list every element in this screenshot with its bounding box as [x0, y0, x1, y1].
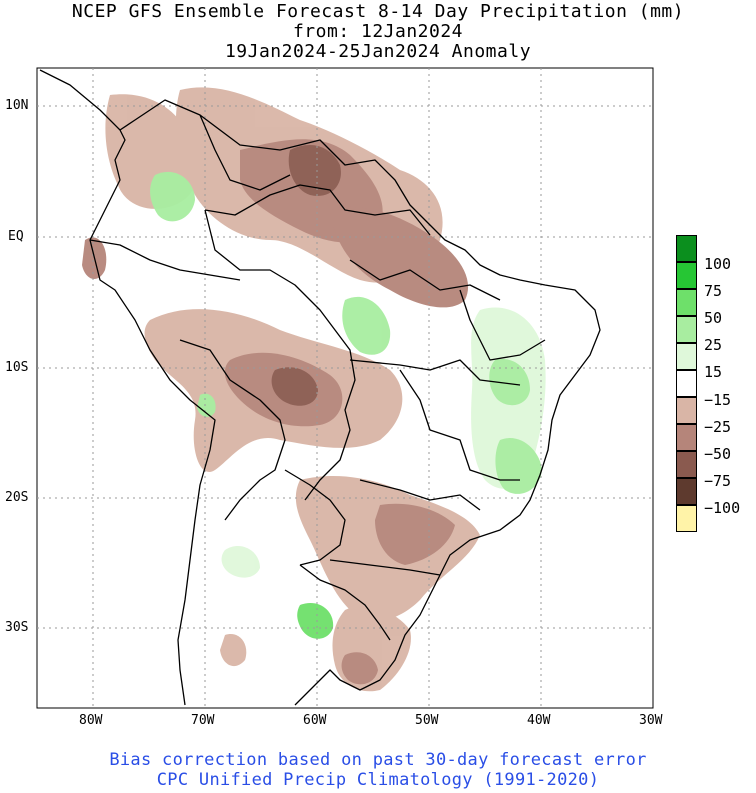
lon-label-70w: 70W — [191, 713, 215, 728]
legend-swatch-100 — [676, 235, 697, 262]
border-brazil-north — [204, 184, 431, 236]
dry-area-west-darkest — [271, 367, 318, 406]
wet-area-bolivia — [197, 393, 216, 417]
border-bolivia — [179, 339, 286, 521]
dry-area-amazon-core — [288, 145, 341, 196]
legend-swatch-minus75 — [676, 478, 697, 505]
legend-swatch-neutral — [676, 370, 697, 397]
state-borders-brazil-5 — [329, 559, 441, 576]
south-america-coastline — [39, 69, 601, 706]
border-argentina-uruguay — [299, 564, 391, 641]
state-borders-brazil-3 — [399, 369, 520, 481]
border-paraguay — [284, 469, 346, 566]
legend-label-50: 50 — [704, 309, 723, 327]
border-brazil-west — [204, 209, 356, 501]
dry-anomaly-areas — [82, 87, 480, 692]
legend-label-minus25: −25 — [704, 418, 732, 436]
lat-label-eq: EQ — [8, 229, 24, 244]
footer-line-1: Bias correction based on past 30-day for… — [109, 750, 647, 770]
dry-area-south-core — [341, 652, 378, 685]
wet-anomaly-areas — [150, 171, 546, 639]
legend-swatch-25 — [676, 316, 697, 343]
legend-swatch-minus50 — [676, 451, 697, 478]
legend-swatch-minus25 — [676, 424, 697, 451]
legend-swatch-75 — [676, 262, 697, 289]
lon-label-50w: 50W — [415, 713, 439, 728]
legend-swatch-minus15 — [676, 397, 697, 424]
dry-area-patagonia — [220, 634, 247, 667]
legend-label-minus15: −15 — [704, 391, 732, 409]
border-venezuela — [199, 114, 291, 191]
wet-area-colombia — [150, 171, 195, 222]
wet-area-argentina — [221, 546, 260, 578]
wet-area-northeast-core — [489, 359, 530, 406]
dry-area-southeast-core — [375, 503, 455, 565]
state-borders-brazil-4 — [359, 479, 481, 511]
lat-label-10n: 10N — [5, 98, 29, 113]
legend-swatch-15 — [676, 343, 697, 370]
lat-label-10s: 10S — [5, 360, 29, 375]
footer-line-2: CPC Unified Precip Climatology (1991-202… — [156, 770, 600, 790]
legend-label-15: 15 — [704, 363, 723, 381]
legend-label-100: 100 — [704, 255, 732, 273]
legend-swatch-minus100 — [676, 505, 697, 532]
legend-label-minus75: −75 — [704, 472, 732, 490]
coastlines-and-borders — [39, 69, 601, 706]
graticule — [37, 68, 653, 708]
state-borders-brazil-6 — [459, 289, 546, 361]
title-line-2: from: 12Jan2024 — [292, 21, 464, 42]
legend-label-25: 25 — [704, 336, 723, 354]
state-borders-brazil-2 — [349, 359, 521, 386]
wet-area-south — [297, 602, 334, 639]
legend-label-minus100: −100 — [704, 499, 741, 517]
legend-label-minus50: −50 — [704, 445, 732, 463]
wet-area-central-amazon — [342, 296, 391, 355]
border-peru-colombia — [89, 239, 241, 281]
lat-label-30s: 30S — [5, 620, 29, 635]
state-borders-brazil-1 — [349, 259, 501, 301]
legend-label-75: 75 — [704, 282, 723, 300]
title-line-1: NCEP GFS Ensemble Forecast 8-14 Day Prec… — [71, 1, 685, 22]
title-line-3: 19Jan2024-25Jan2024 Anomaly — [224, 41, 532, 62]
lon-label-30w: 30W — [639, 713, 663, 728]
lat-label-20s: 20S — [5, 490, 29, 505]
lon-label-60w: 60W — [303, 713, 327, 728]
legend-swatch-50 — [676, 289, 697, 316]
lon-label-80w: 80W — [79, 713, 103, 728]
dry-area-northeast — [330, 206, 469, 308]
lon-label-40w: 40W — [527, 713, 551, 728]
